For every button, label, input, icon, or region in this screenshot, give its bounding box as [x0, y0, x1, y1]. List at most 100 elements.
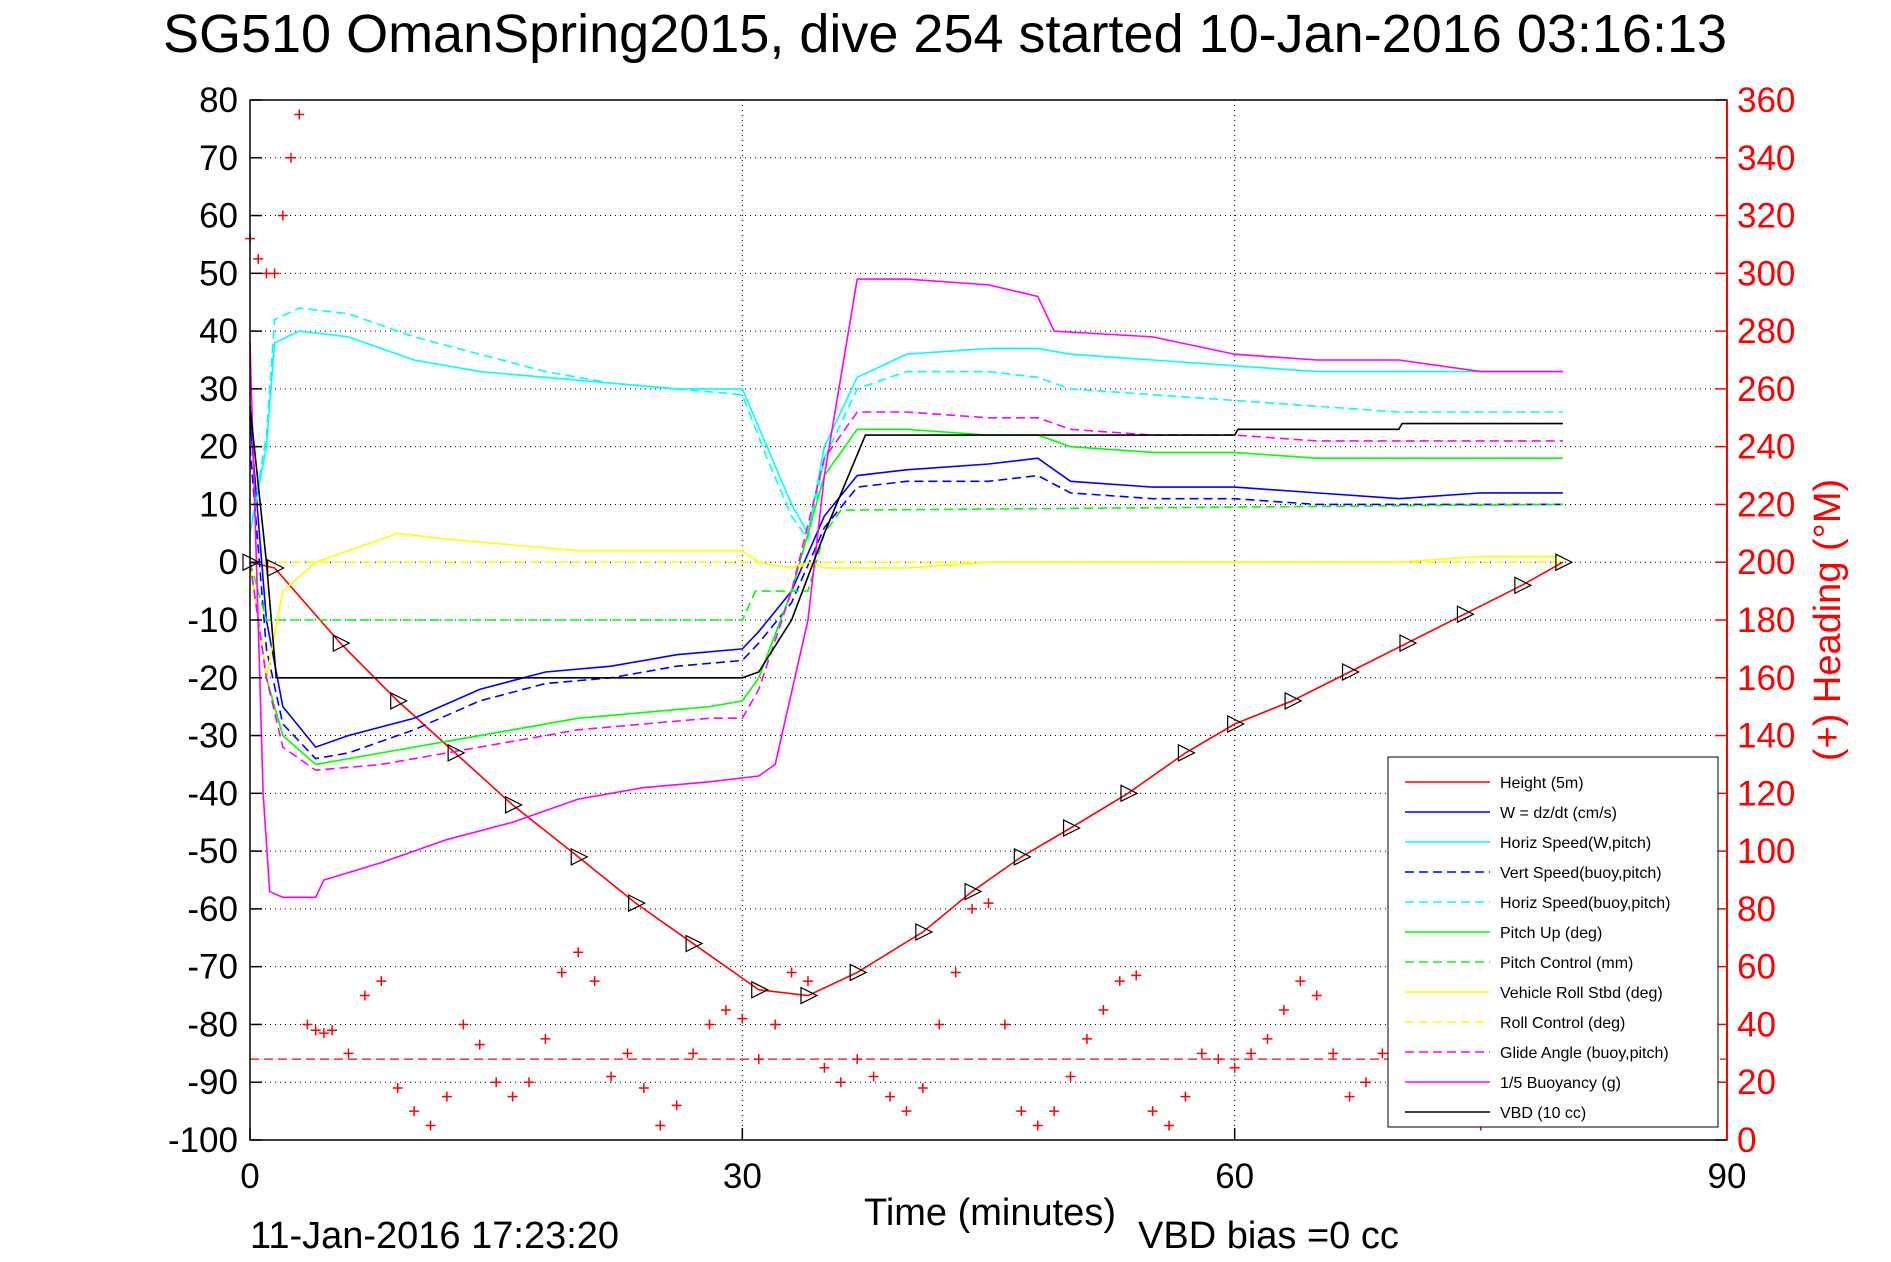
legend-label: 1/5 Buoyancy (g) — [1500, 1075, 1621, 1092]
legend-label: Vehicle Roll Stbd (deg) — [1500, 985, 1663, 1002]
heading-point — [868, 1071, 879, 1082]
y-tick-label: -80 — [187, 1005, 238, 1044]
height-marker — [1227, 715, 1246, 733]
heading-point — [1180, 1091, 1191, 1102]
heading-point — [1262, 1033, 1273, 1044]
chart-title: SG510 OmanSpring2015, dive 254 started 1… — [163, 4, 1727, 64]
series-line-3 — [249, 446, 1563, 760]
y-tick-label: -100 — [168, 1121, 238, 1160]
heading-point — [1164, 1120, 1175, 1131]
right-tick-label: 240 — [1737, 428, 1795, 467]
height-marker — [242, 553, 261, 572]
heading-point — [1328, 1048, 1339, 1059]
right-tick-label: 140 — [1737, 717, 1795, 756]
heading-point — [983, 898, 994, 909]
right-tick-label: 260 — [1737, 370, 1795, 409]
height-marker — [1399, 634, 1418, 653]
right-tick-label: 40 — [1737, 1005, 1776, 1044]
heading-point — [474, 1039, 485, 1050]
heading-point — [786, 967, 797, 978]
series-line-2 — [249, 330, 1563, 536]
height-marker — [1555, 553, 1574, 572]
heading-point — [458, 1019, 469, 1030]
series-line-11 — [249, 406, 1563, 679]
heading-point — [294, 109, 305, 120]
legend-label: Height (5m) — [1500, 775, 1584, 792]
height-marker — [1120, 784, 1139, 803]
heading-point — [688, 1048, 699, 1059]
heading-point — [967, 903, 978, 914]
y-tick-label: -10 — [187, 601, 238, 640]
y-tick-label: -60 — [187, 890, 238, 929]
heading-point — [310, 1025, 321, 1036]
heading-point — [1098, 1005, 1109, 1015]
y-tick-label: 20 — [199, 428, 238, 467]
heading-point — [1065, 1071, 1076, 1082]
footer-date: 11-Jan-2016 17:23:20 — [250, 1215, 619, 1257]
height-marker — [1456, 605, 1475, 624]
heading-point — [327, 1025, 338, 1036]
x-axis-label: Time (minutes) — [864, 1192, 1116, 1234]
series-line-1 — [249, 417, 1563, 749]
heading-point — [1377, 1048, 1388, 1059]
heading-point — [901, 1106, 912, 1117]
height-marker — [751, 980, 770, 999]
heading-point — [917, 1083, 928, 1093]
right-tick-label: 120 — [1737, 774, 1795, 813]
heading-point — [523, 1077, 534, 1088]
legend-label: Pitch Control (mm) — [1500, 955, 1633, 972]
heading-point — [425, 1120, 436, 1131]
heading-point — [1278, 1005, 1289, 1015]
heading-point — [1016, 1106, 1027, 1117]
height-marker — [915, 923, 934, 941]
x-tick-label: 60 — [1215, 1157, 1254, 1196]
right-tick-label: 100 — [1737, 832, 1795, 871]
right-tick-label: 360 — [1737, 81, 1795, 120]
heading-point — [540, 1033, 551, 1044]
heading-point — [556, 967, 567, 978]
height-marker — [964, 882, 983, 901]
heading-point — [589, 976, 600, 987]
heading-point — [1229, 1062, 1240, 1073]
heading-point — [655, 1120, 666, 1131]
y-tick-label: 0 — [219, 543, 238, 582]
height-marker — [447, 743, 466, 762]
heading-point — [1344, 1091, 1355, 1102]
series-line-10 — [249, 278, 1563, 899]
right-tick-label: 300 — [1737, 254, 1795, 293]
height-marker — [800, 986, 819, 1005]
heading-point — [253, 253, 264, 264]
heading-point — [770, 1019, 781, 1030]
footer-vbd-bias: VBD bias =0 cc — [1138, 1215, 1399, 1257]
heading-point — [507, 1091, 518, 1102]
right-tick-label: 180 — [1737, 601, 1795, 640]
heading-point — [359, 990, 370, 1001]
legend-label: Roll Control (deg) — [1500, 1015, 1625, 1032]
series-line-5 — [249, 428, 1563, 766]
heading-point — [1196, 1048, 1207, 1059]
legend-label: Glide Angle (buoy,pitch) — [1500, 1045, 1669, 1062]
height-marker — [504, 795, 523, 814]
heading-point — [491, 1077, 502, 1088]
height-marker — [628, 894, 647, 913]
heading-point — [392, 1083, 403, 1093]
y-tick-label: -30 — [187, 717, 238, 756]
height-marker — [1062, 819, 1081, 837]
series-line-7 — [249, 532, 1563, 678]
heading-point — [1081, 1033, 1092, 1044]
heading-point — [737, 1013, 748, 1024]
heading-point — [277, 210, 288, 221]
heading-point — [1311, 990, 1322, 1001]
series-line-0 — [249, 561, 1564, 997]
legend-label: Horiz Speed(W,pitch) — [1500, 835, 1651, 852]
heading-point — [1295, 976, 1306, 987]
height-marker — [267, 559, 285, 577]
heading-point — [269, 268, 280, 279]
y-tick-label: 30 — [199, 370, 238, 409]
y-tick-label: 70 — [199, 139, 238, 178]
height-marker — [570, 847, 589, 866]
right-tick-label: 60 — [1737, 948, 1776, 987]
axis-ticks: 0 30 60 9080706050403020100-10-20-30-40-50-… — [168, 81, 1795, 1196]
right-tick-label: 200 — [1737, 543, 1795, 582]
height-marker — [685, 934, 704, 953]
